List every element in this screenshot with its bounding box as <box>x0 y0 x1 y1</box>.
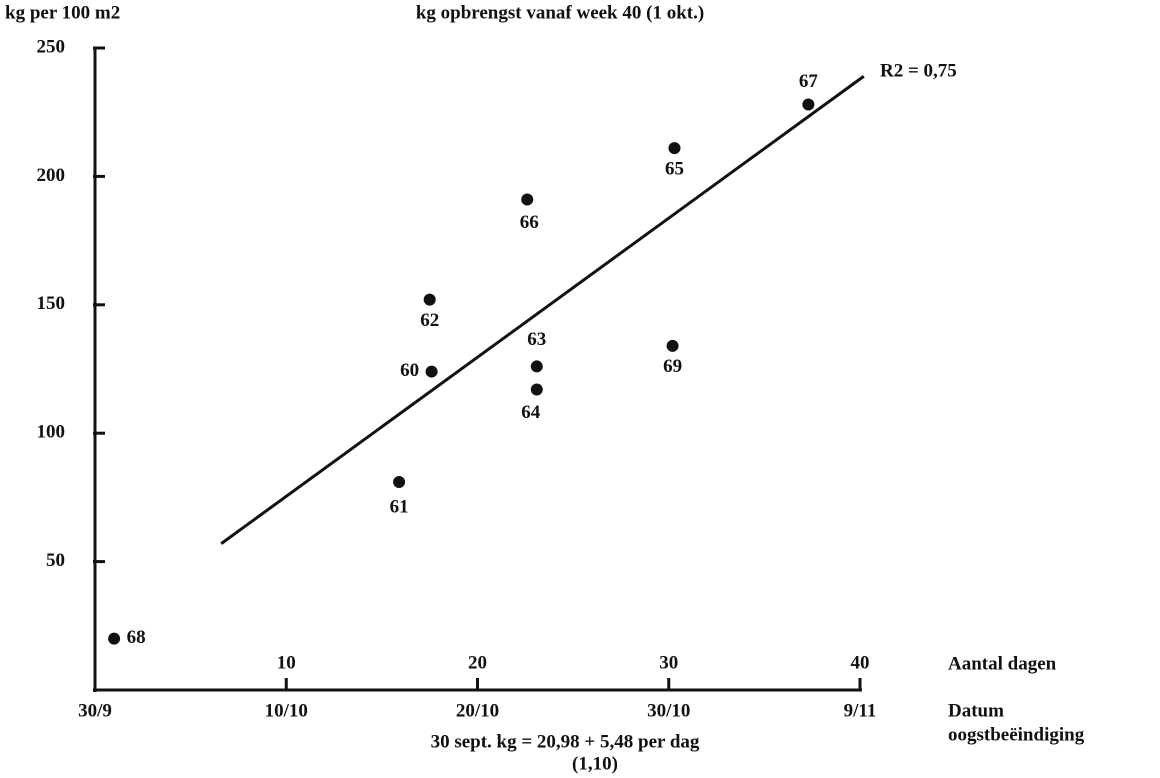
x2-tick-label: 20/10 <box>456 700 499 721</box>
formula-note: (1,10) <box>572 753 618 774</box>
x-tick-label: 10 <box>277 652 296 673</box>
y-tick-label: 250 <box>37 36 66 57</box>
point-label: 63 <box>527 329 546 350</box>
x2-tick-label: 10/10 <box>265 700 308 721</box>
point-label: 68 <box>127 627 146 648</box>
point <box>530 383 543 396</box>
point-label: 62 <box>420 310 439 331</box>
r2-label: R2 = 0,75 <box>880 60 957 81</box>
point-label: 64 <box>521 402 541 423</box>
x2-tick-label: 30/9 <box>78 700 112 721</box>
point <box>530 360 543 373</box>
point-label: 65 <box>665 159 684 180</box>
x2-axis-label: oogstbeëindiging <box>948 724 1085 745</box>
point <box>393 475 406 488</box>
point-label: 67 <box>799 71 819 92</box>
point-label: 69 <box>663 356 682 377</box>
y-tick-label: 100 <box>37 422 66 443</box>
y-tick-label: 50 <box>46 550 65 571</box>
y-tick-label: 150 <box>37 293 66 314</box>
point <box>666 339 679 352</box>
x2-axis-label: Datum <box>948 700 1004 721</box>
x-tick-label: 40 <box>851 652 870 673</box>
point <box>425 365 438 378</box>
point <box>423 293 436 306</box>
point-label: 61 <box>390 496 409 517</box>
y-tick-label: 200 <box>37 165 66 186</box>
x-tick-label: 20 <box>468 652 487 673</box>
trend-line <box>220 75 865 545</box>
point-label: 66 <box>520 212 539 233</box>
point <box>521 193 534 206</box>
chart-title: kg opbrengst vanaf week 40 (1 okt.) <box>416 2 704 23</box>
point <box>668 142 681 155</box>
x2-tick-label: 9/11 <box>844 700 877 721</box>
y-axis-label: kg per 100 m2 <box>5 2 120 23</box>
point-label: 60 <box>400 360 419 381</box>
x2-tick-label: 30/10 <box>647 700 690 721</box>
point <box>802 98 815 111</box>
x-tick-label: 30 <box>659 652 678 673</box>
point <box>108 632 121 645</box>
x-axis-label: Aantal dagen <box>948 653 1057 674</box>
formula: 30 sept. kg = 20,98 + 5,48 per dag <box>431 731 700 752</box>
